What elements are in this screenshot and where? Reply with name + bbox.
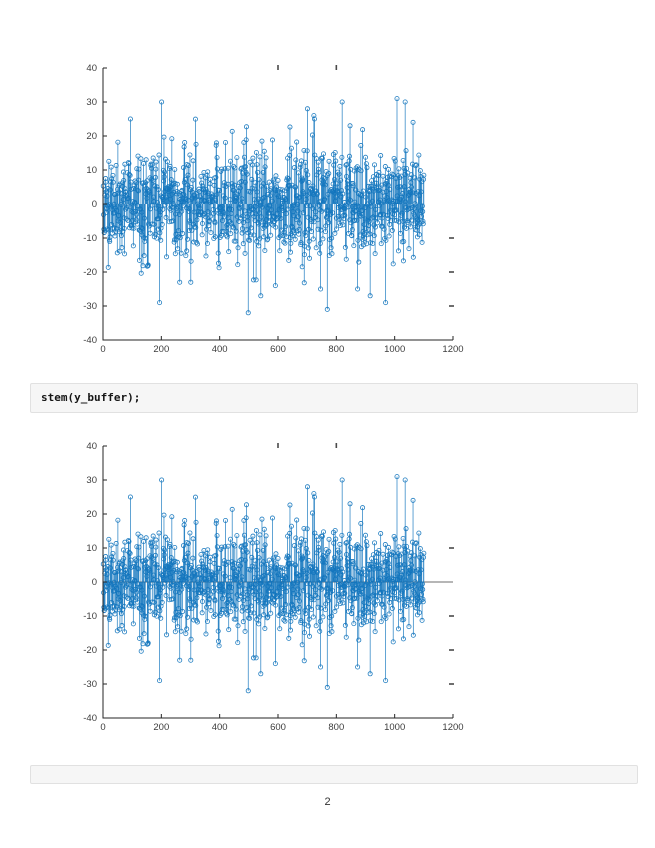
y-tick-label: 0	[92, 577, 97, 588]
y-tick-label: 20	[86, 131, 97, 142]
x-tick-label: 1000	[384, 344, 405, 355]
y-tick-label: -30	[83, 301, 97, 312]
x-tick-label: 800	[328, 344, 344, 355]
x-tick-label: 1200	[442, 344, 463, 355]
y-tick-label: -30	[83, 679, 97, 690]
stem-markers	[100, 96, 427, 316]
y-tick-label: -20	[83, 645, 97, 656]
y-tick-label: 40	[86, 441, 97, 452]
y-tick-label: 30	[86, 97, 97, 108]
y-tick-label: 0	[92, 199, 97, 210]
code-text: stem(y_buffer);	[41, 391, 141, 404]
y-tick-label: 30	[86, 475, 97, 486]
y-tick-label: -10	[83, 233, 97, 244]
y-tick-label: 20	[86, 509, 97, 520]
y-tick-label: 10	[86, 543, 97, 554]
x-tick-label: 1000	[384, 722, 405, 733]
x-tick-label: 0	[100, 722, 105, 733]
stem-chart-figure-bottom: 0 200 400 600 800 1000 1200 -40 -30 -20 -10 0 10 20 30…	[83, 441, 463, 733]
page-number: 2	[324, 796, 331, 808]
truncated-code-block	[30, 765, 638, 784]
y-tick-label: -40	[83, 713, 97, 724]
y-tick-label: -40	[83, 335, 97, 346]
stem-markers	[100, 474, 427, 694]
x-tick-label: 1200	[442, 722, 463, 733]
x-tick-label: 200	[153, 722, 169, 733]
x-tick-label: 400	[212, 722, 228, 733]
stem-chart-figure-top: 0 200 400 600 800 1000 1200 -40 -30 -20 -10 0 10 20 30…	[83, 63, 463, 355]
x-tick-label: 200	[153, 344, 169, 355]
x-tick-label: 0	[100, 344, 105, 355]
y-tick-label: -20	[83, 267, 97, 278]
x-tick-label: 600	[270, 722, 286, 733]
x-tick-label: 600	[270, 344, 286, 355]
y-tick-label: 10	[86, 165, 97, 176]
y-tick-label: 40	[86, 63, 97, 74]
y-tick-label: -10	[83, 611, 97, 622]
x-tick-label: 800	[328, 722, 344, 733]
x-tick-label: 400	[212, 344, 228, 355]
code-block: stem(y_buffer);	[30, 383, 638, 413]
